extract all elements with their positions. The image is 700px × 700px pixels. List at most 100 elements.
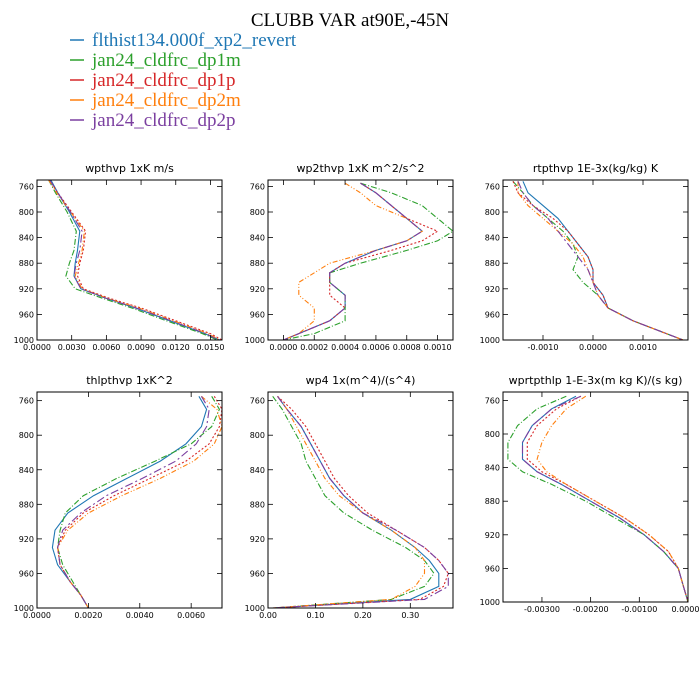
y-tick-label: 880	[485, 497, 500, 506]
legend-label: jan24_cldfrc_dp2m	[91, 90, 241, 111]
x-tick-label: 0.10	[307, 611, 325, 620]
y-tick-label: 1000	[480, 336, 500, 345]
x-tick-label: 0.0150	[196, 343, 224, 352]
legend-entry: jan24_cldfrc_dp1p	[70, 70, 236, 91]
x-tick-label: 0.0000	[269, 343, 297, 352]
series-line	[283, 182, 424, 340]
y-tick-label: 880	[485, 259, 500, 268]
y-tick-label: 760	[485, 396, 500, 405]
y-tick-label: 880	[250, 500, 265, 509]
x-tick-label: 0.0030	[58, 343, 86, 352]
plot-frame	[267, 391, 454, 609]
panel: wp2thvp 1xK m^2/s^20.0000 0.0002 0.0004 0.0…	[245, 162, 454, 352]
panel-title: wpthvp 1xK m/s	[85, 162, 174, 175]
y-tick-label: 920	[19, 285, 34, 294]
x-tick-label: 0.0000	[579, 343, 607, 352]
series-line	[48, 180, 218, 340]
plot-frame	[502, 391, 689, 603]
y-tick-label: 800	[19, 431, 34, 440]
series-line	[272, 395, 449, 608]
panel: wpthvp 1xK m/s 0.0000 0.0030 0.0060 0.0090 0.…	[14, 162, 225, 352]
y-tick-label: 760	[250, 182, 265, 191]
panels: wpthvp 1xK m/s 0.0000 0.0030 0.0060 0.0090 0.…	[14, 162, 700, 620]
y-tick-label: 1000	[245, 336, 265, 345]
x-tick-label: 0.0002	[300, 343, 328, 352]
legend-entry: jan24_cldfrc_dp1m	[70, 50, 241, 71]
x-tick-label: -0.0010	[528, 343, 559, 352]
series-group	[512, 180, 684, 340]
plot-frame	[267, 179, 454, 341]
x-tick-label: 0.0090	[127, 343, 155, 352]
y-tick-label: 760	[19, 182, 34, 191]
y-tick-label: 800	[19, 208, 34, 217]
y-tick-label: 960	[485, 310, 500, 319]
y-tick-label: 760	[250, 397, 265, 406]
series-line	[57, 396, 221, 608]
series-line	[283, 182, 424, 340]
x-tick-label: 0.0004	[331, 343, 359, 352]
panel-title: wp2thvp 1xK m^2/s^2	[296, 162, 424, 175]
y-tick-label: 1000	[14, 336, 34, 345]
legend-label: jan24_cldfrc_dp1m	[91, 50, 241, 71]
series-line	[536, 395, 688, 602]
series-group	[507, 395, 688, 602]
series-line	[507, 395, 688, 602]
legend: flthist134.000f_xp2_revertjan24_cldfrc_d…	[70, 30, 297, 131]
legend-entry: flthist134.000f_xp2_revert	[70, 30, 297, 51]
x-tick-label: 0.0008	[393, 343, 421, 352]
y-tick-label: 840	[19, 234, 34, 243]
y-tick-label: 840	[485, 234, 500, 243]
y-tick-label: 960	[250, 569, 265, 578]
y-tick-label: 840	[250, 234, 265, 243]
y-tick-label: 760	[19, 397, 34, 406]
series-line	[521, 395, 688, 602]
x-tick-label: -0.00300	[524, 605, 560, 614]
series-line	[272, 395, 449, 608]
x-tick-label: 0.30	[401, 611, 419, 620]
panel: wprtpthlp 1-E-3x(m kg K)/(s kg) -0.00300 -…	[480, 374, 700, 614]
y-tick-label: 1000	[14, 604, 34, 613]
series-line	[57, 395, 222, 608]
x-tick-label: 0.0040	[126, 611, 154, 620]
x-tick-label: 0.0006	[362, 343, 390, 352]
series-line	[57, 396, 210, 608]
plot-frame	[36, 179, 223, 341]
y-tick-label: 800	[485, 208, 500, 217]
panel-title: rtpthvp 1E-3x(kg/kg) K	[533, 162, 659, 175]
x-tick-label: 0.0010	[424, 343, 452, 352]
x-tick-label: 0.0060	[92, 343, 120, 352]
series-line	[48, 180, 220, 340]
y-tick-label: 880	[19, 500, 34, 509]
y-tick-label: 1000	[245, 604, 265, 613]
series-group	[51, 395, 222, 608]
legend-label: jan24_cldfrc_dp1p	[91, 70, 236, 91]
figure-title: CLUBB VAR at90E,-45N	[251, 10, 450, 31]
series-line	[517, 181, 684, 340]
legend-label: flthist134.000f_xp2_revert	[92, 30, 297, 51]
x-tick-label: 0.0020	[74, 611, 102, 620]
series-line	[283, 182, 453, 340]
y-tick-label: 760	[485, 182, 500, 191]
panel-title: wprtpthlp 1-E-3x(m kg K)/(s kg)	[509, 374, 683, 387]
legend-entry: jan24_cldfrc_dp2m	[70, 90, 241, 111]
y-tick-label: 880	[19, 259, 34, 268]
x-tick-label: -0.00100	[621, 605, 657, 614]
panel: thlpthvp 1xK^2 0.0000 0.0020 0.0040 0.0060 76…	[14, 374, 223, 620]
x-tick-label: 0.0000	[23, 343, 51, 352]
y-tick-label: 840	[250, 466, 265, 475]
y-tick-label: 840	[485, 464, 500, 473]
y-tick-label: 840	[19, 466, 34, 475]
y-tick-label: 800	[250, 431, 265, 440]
plot-frame	[502, 179, 689, 341]
x-tick-label: 0.00	[259, 611, 277, 620]
x-tick-label: 0.20	[354, 611, 372, 620]
y-tick-label: 800	[250, 208, 265, 217]
series-line	[49, 180, 219, 340]
x-tick-label: 0.0060	[177, 611, 205, 620]
y-tick-label: 960	[485, 564, 500, 573]
y-tick-label: 960	[19, 310, 34, 319]
y-tick-label: 920	[19, 535, 34, 544]
